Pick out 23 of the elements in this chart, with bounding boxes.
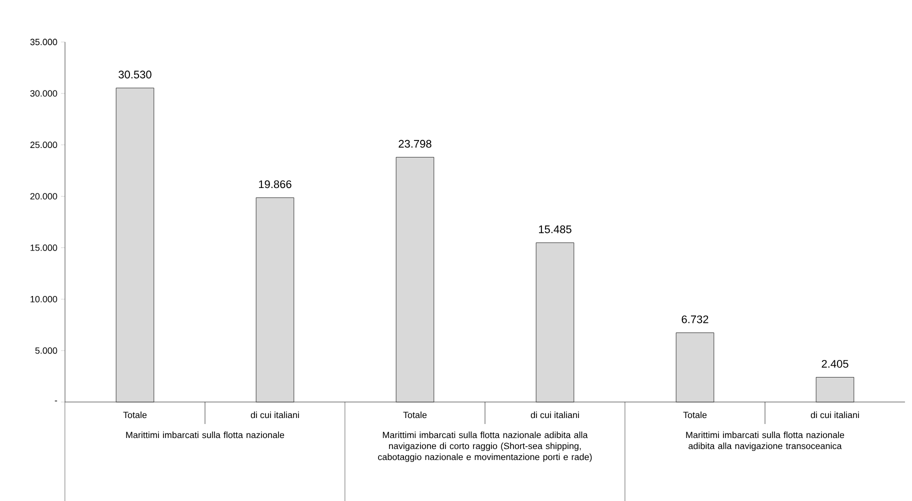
y-tick-label: 30.000 (30, 90, 58, 97)
y-tick-label: 5.000 (35, 347, 58, 354)
x-tick-label: di cui italiani (250, 412, 299, 418)
data-label: 6.732 (682, 315, 708, 324)
y-tick-label: 20.000 (30, 193, 58, 200)
y-tick-label: - (54, 400, 58, 402)
x-tick-label: Totale (683, 412, 707, 418)
data-label: 19.866 (259, 180, 292, 188)
text: Marittimi imbarcati sulla flotta nazionale adibita alla navigazione di corto raggio (Short-sea shipping, cabotaggio nazionale e movimentazione porti e rade) (378, 432, 592, 462)
data-label: 15.485 (539, 225, 572, 234)
x-tick-label: Totale (123, 412, 147, 418)
data-label: 2.405 (822, 360, 848, 368)
x-tick-label: di cui italiani (530, 412, 579, 418)
y-tick-label: 35.000 (30, 38, 58, 46)
text: Marittimi imbarcati sulla flotta nazionale adibita alla navigazione transoceanica (686, 432, 844, 451)
x-tick-label: Totale (403, 412, 427, 418)
y-tick-label: 15.000 (30, 244, 58, 251)
y-tick-label: 10.000 (30, 296, 58, 302)
x-tick-label: di cui italiani (810, 412, 859, 418)
data-label: 30.530 (118, 70, 152, 78)
data-label: 23.798 (398, 140, 432, 148)
text: Marittimi imbarcati sulla flotta nazionale (126, 432, 284, 438)
y-tick-label: 25.000 (30, 142, 58, 148)
